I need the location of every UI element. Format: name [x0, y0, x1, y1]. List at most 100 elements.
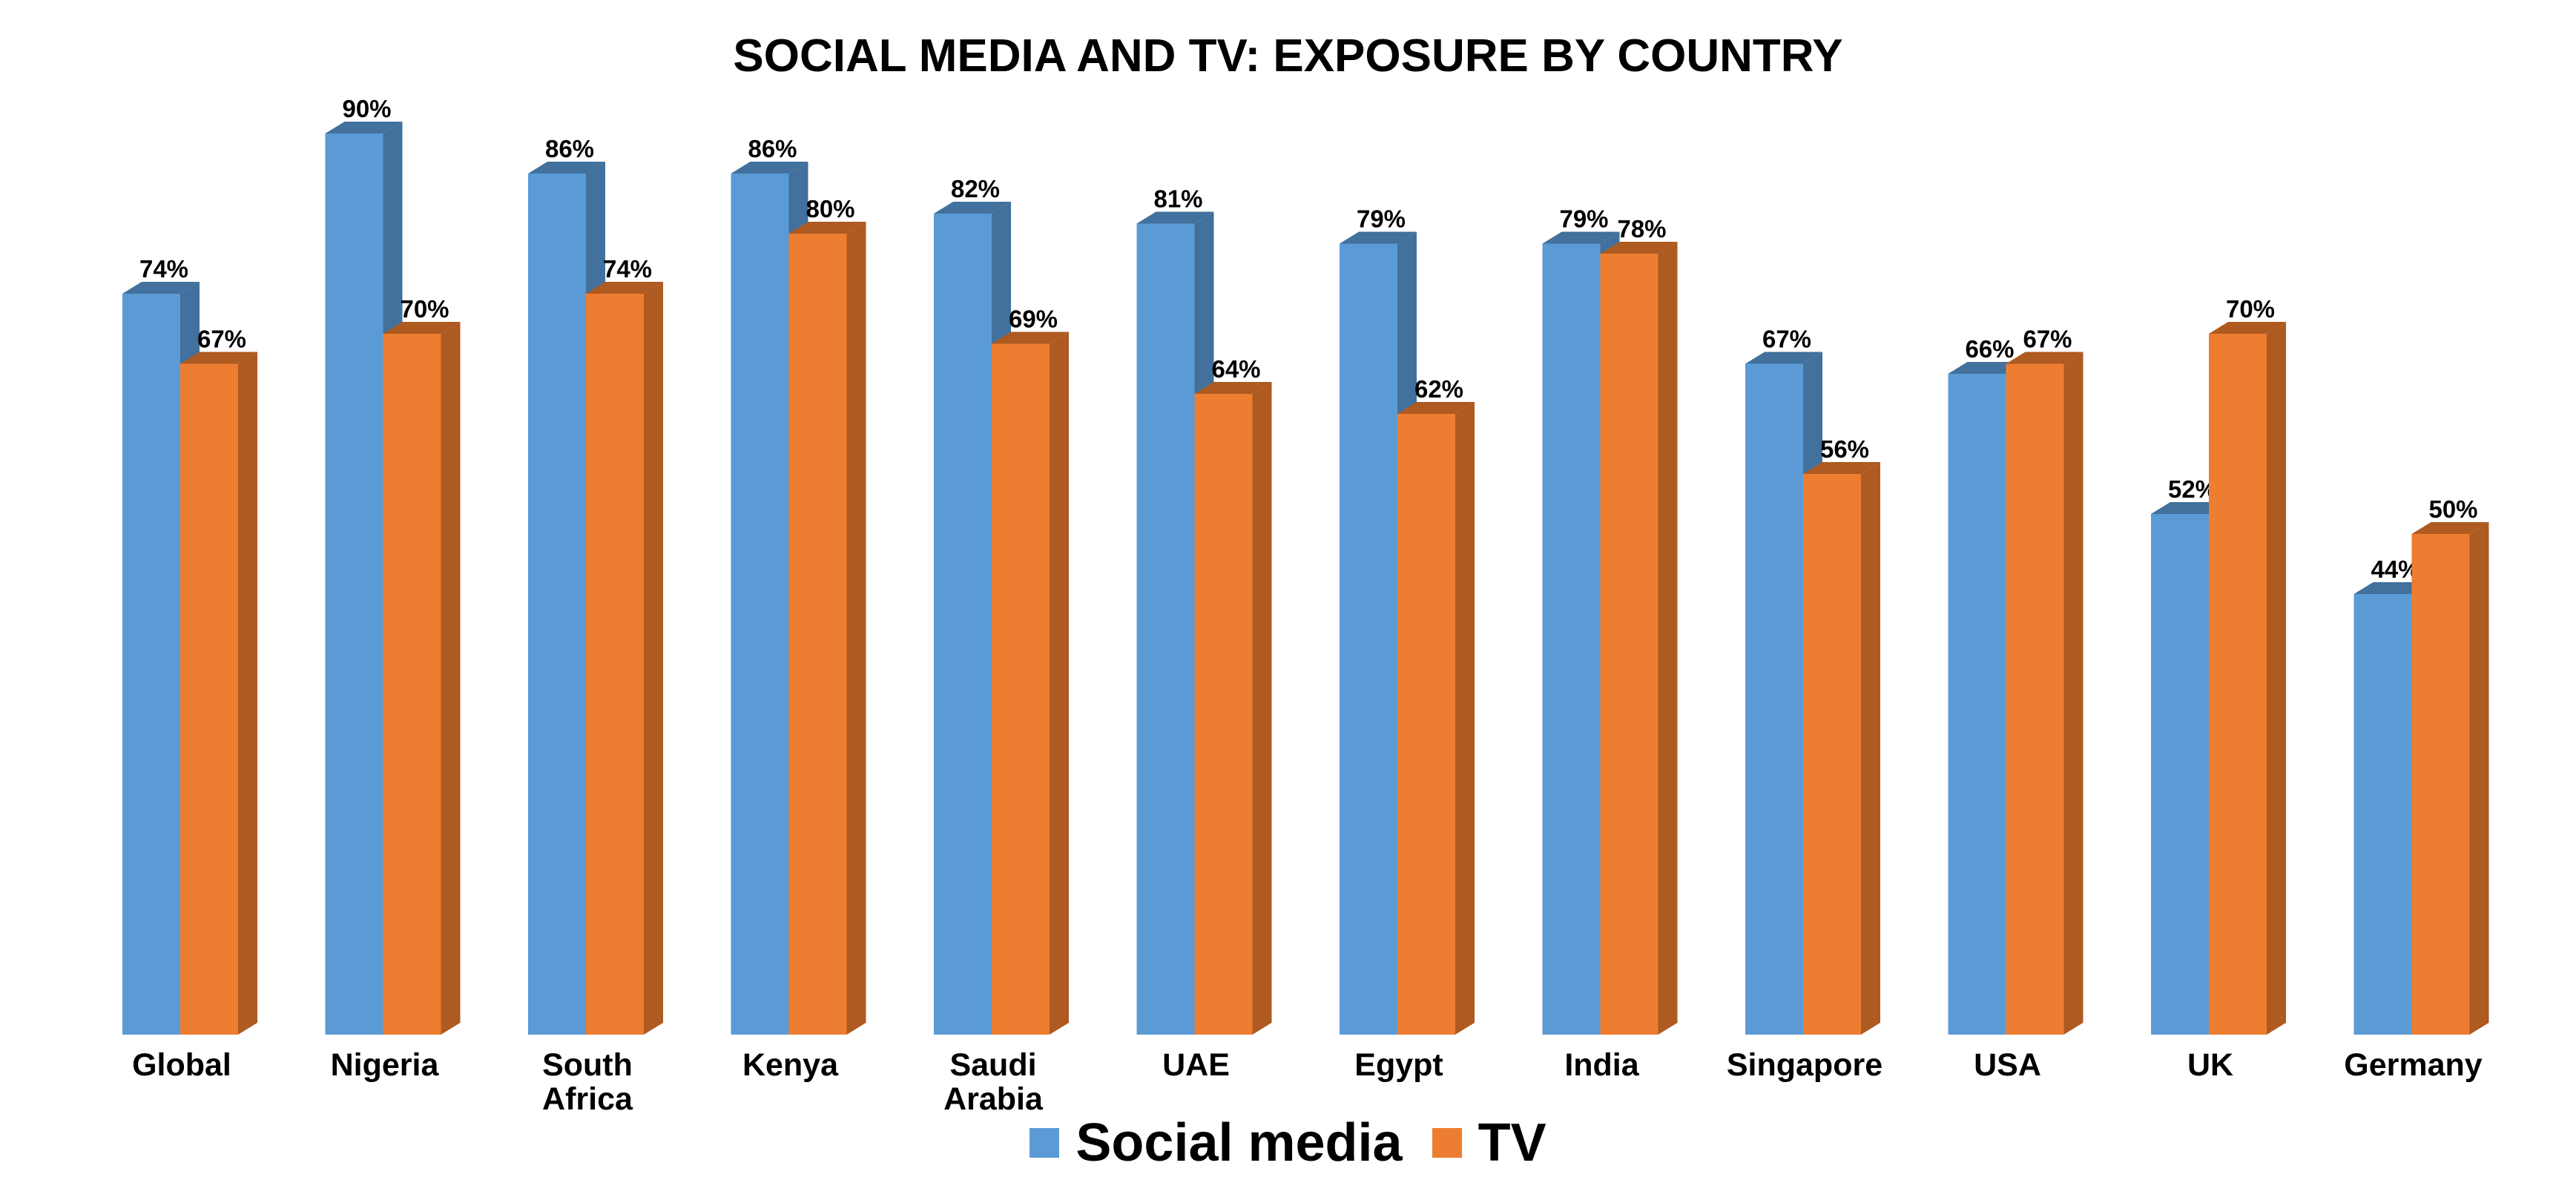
x-tick-label-saudi-arabia: Saudi Arabia	[943, 1047, 1044, 1117]
legend-swatch-tv	[1432, 1128, 1462, 1158]
bar-side-tv-kenya	[846, 222, 866, 1035]
bar-front-tv-nigeria	[383, 334, 441, 1035]
bar-side-tv-nigeria	[441, 322, 461, 1035]
bar-front-tv-uk	[2209, 334, 2267, 1035]
data-label-social-media-uae: 81%	[1153, 185, 1202, 213]
bar-top-tv-south-africa	[586, 282, 663, 294]
bar-front-social-media-singapore	[1745, 363, 1803, 1035]
bar-front-tv-singapore	[1803, 474, 1861, 1035]
data-label-tv-nigeria: 70%	[400, 295, 449, 323]
data-label-social-media-saudi-arabia: 82%	[951, 175, 1000, 202]
x-tick-label-singapore: Singapore	[1727, 1047, 1882, 1083]
bar-top-social-media-global	[122, 282, 200, 294]
bar-tv-egypt	[1397, 402, 1475, 1035]
bar-tv-uae	[1194, 382, 1272, 1035]
bar-side-tv-germany	[2469, 522, 2489, 1035]
data-label-social-media-global: 74%	[139, 255, 188, 283]
bar-top-tv-egypt	[1397, 402, 1475, 414]
data-label-social-media-india: 79%	[1559, 205, 1608, 233]
x-tick-label-south-africa: South Africa	[542, 1047, 633, 1117]
bar-tv-nigeria	[383, 322, 461, 1035]
bar-front-social-media-uae	[1136, 223, 1195, 1035]
data-label-tv-south-africa: 74%	[603, 255, 652, 283]
bar-tv-uk	[2209, 322, 2286, 1035]
x-tick-label-line: USA	[1974, 1047, 2041, 1083]
bar-top-social-media-south-africa	[528, 162, 605, 174]
bar-side-tv-saudi-arabia	[1050, 332, 1069, 1035]
bar-front-social-media-nigeria	[325, 133, 383, 1035]
bar-front-social-media-uk	[2151, 514, 2209, 1035]
bar-top-social-media-uae	[1136, 211, 1214, 224]
x-tick-label-kenya: Kenya	[742, 1047, 839, 1083]
bar-front-social-media-global	[122, 294, 180, 1035]
bar-front-tv-uae	[1194, 394, 1253, 1035]
bar-top-tv-kenya	[788, 222, 866, 234]
x-tick-label-line: Global	[132, 1047, 231, 1083]
bar-front-social-media-saudi-arabia	[934, 214, 992, 1035]
bar-front-tv-global	[180, 363, 238, 1035]
bar-front-social-media-germany	[2353, 594, 2412, 1035]
chart-title: SOCIAL MEDIA AND TV: EXPOSURE BY COUNTRY	[733, 30, 1843, 82]
x-tick-label-line: Germany	[2344, 1047, 2483, 1083]
bar-top-tv-global	[180, 352, 257, 364]
bar-side-tv-uk	[2267, 322, 2286, 1035]
data-label-social-media-kenya: 86%	[748, 135, 797, 162]
bar-front-tv-india	[1600, 254, 1658, 1035]
x-tick-label-line: Singapore	[1727, 1047, 1882, 1083]
data-label-tv-uae: 64%	[1211, 355, 1260, 383]
x-tick-label-uk: UK	[2187, 1047, 2233, 1083]
bar-top-social-media-egypt	[1340, 231, 1417, 244]
bar-front-tv-usa	[2006, 363, 2064, 1035]
bar-side-tv-uae	[1252, 382, 1272, 1035]
bar-front-social-media-usa	[1948, 374, 2006, 1035]
x-tick-label-line: Saudi	[949, 1047, 1036, 1083]
bar-tv-singapore	[1803, 462, 1880, 1035]
bar-top-tv-india	[1600, 242, 1678, 254]
x-tick-label-line: India	[1564, 1047, 1639, 1083]
data-label-tv-egypt: 62%	[1414, 375, 1463, 403]
bar-top-tv-saudi-arabia	[992, 332, 1069, 344]
x-tick-label-line: Kenya	[742, 1047, 839, 1083]
x-tick-label-line: Nigeria	[331, 1047, 440, 1083]
data-label-tv-germany: 50%	[2428, 495, 2477, 523]
bar-tv-south-africa	[586, 282, 663, 1035]
x-tick-label-uae: UAE	[1162, 1047, 1230, 1083]
data-label-tv-kenya: 80%	[806, 195, 854, 222]
x-tick-label-germany: Germany	[2344, 1047, 2483, 1083]
bar-front-social-media-india	[1542, 243, 1601, 1035]
data-label-social-media-nigeria: 90%	[342, 95, 391, 122]
x-tick-label-egypt: Egypt	[1354, 1047, 1443, 1083]
x-tick-label-line: UAE	[1162, 1047, 1230, 1083]
legend-label-tv: TV	[1478, 1113, 1546, 1173]
legend-item-social-media: Social media	[1030, 1112, 1403, 1173]
x-tick-label-usa: USA	[1974, 1047, 2041, 1083]
bar-tv-kenya	[788, 222, 866, 1035]
data-label-tv-singapore: 56%	[1820, 435, 1869, 463]
data-label-social-media-singapore: 67%	[1762, 326, 1811, 353]
bar-side-tv-singapore	[1861, 462, 1880, 1035]
bar-front-tv-saudi-arabia	[992, 343, 1050, 1035]
x-tick-label-line: Africa	[542, 1081, 633, 1117]
bar-front-social-media-kenya	[731, 174, 789, 1035]
bar-front-tv-kenya	[788, 234, 847, 1035]
bar-social-media-usa	[1948, 362, 2026, 1035]
legend-label-social-media: Social media	[1075, 1113, 1403, 1173]
x-tick-label-line: South	[542, 1047, 633, 1083]
chart-legend: Social media TV	[0, 1112, 2576, 1173]
bar-top-tv-singapore	[1803, 462, 1880, 474]
data-label-tv-saudi-arabia: 69%	[1009, 306, 1058, 333]
bar-tv-usa	[2006, 352, 2083, 1035]
bar-front-social-media-egypt	[1340, 243, 1397, 1035]
bar-top-tv-uae	[1194, 382, 1272, 394]
data-label-tv-usa: 67%	[2023, 326, 2072, 353]
bar-front-tv-south-africa	[586, 294, 644, 1035]
bar-tv-india	[1600, 242, 1678, 1035]
bar-top-tv-uk	[2209, 322, 2286, 334]
x-tick-label-line: Egypt	[1354, 1047, 1443, 1083]
x-tick-label-india: India	[1564, 1047, 1639, 1083]
data-label-social-media-egypt: 79%	[1357, 205, 1406, 233]
bar-tv-saudi-arabia	[992, 332, 1069, 1035]
data-label-social-media-usa: 66%	[1965, 335, 2014, 363]
legend-item-tv: TV	[1432, 1112, 1546, 1173]
